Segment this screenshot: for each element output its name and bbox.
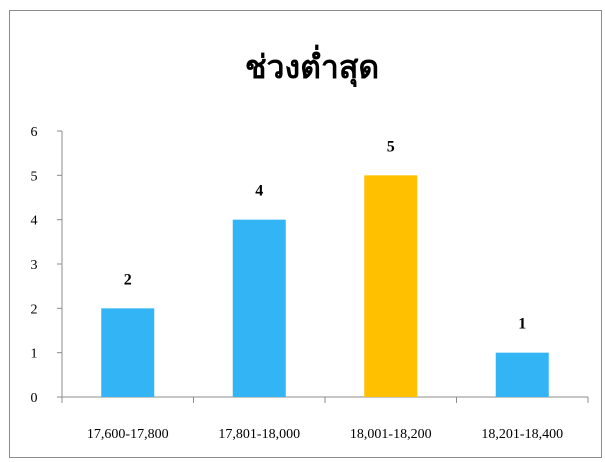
chart-title: ช่วงต่ำสุด [245, 44, 379, 88]
bar [495, 352, 549, 397]
x-tick-label: 17,801-18,000 [218, 427, 300, 442]
y-tick-label: 2 [31, 302, 38, 317]
x-tick-labels: 17,600-17,800 17,801-18,000 18,001-18,200 1… [87, 427, 563, 442]
bars [101, 175, 549, 397]
bar [364, 175, 418, 397]
y-tick-label: 6 [31, 125, 38, 140]
y-tick-label: 0 [31, 391, 38, 406]
data-label: 1 [518, 316, 526, 333]
y-tick-label: 4 [31, 214, 38, 229]
bar [101, 308, 155, 397]
y-tick-labels: 0 1 2 3 4 5 6 [31, 125, 38, 406]
data-label: 2 [124, 271, 132, 288]
y-tick-label: 1 [31, 347, 38, 362]
x-tick-label: 17,600-17,800 [87, 427, 169, 442]
x-tick-label: 18,001-18,200 [350, 427, 432, 442]
x-tick-label: 18,201-18,400 [481, 427, 563, 442]
data-label: 5 [387, 138, 395, 155]
bar [232, 219, 286, 397]
data-label: 4 [255, 183, 263, 200]
y-tick-label: 3 [31, 258, 38, 273]
data-labels: 2 4 5 1 [124, 138, 527, 332]
y-tick-label: 5 [31, 169, 38, 184]
